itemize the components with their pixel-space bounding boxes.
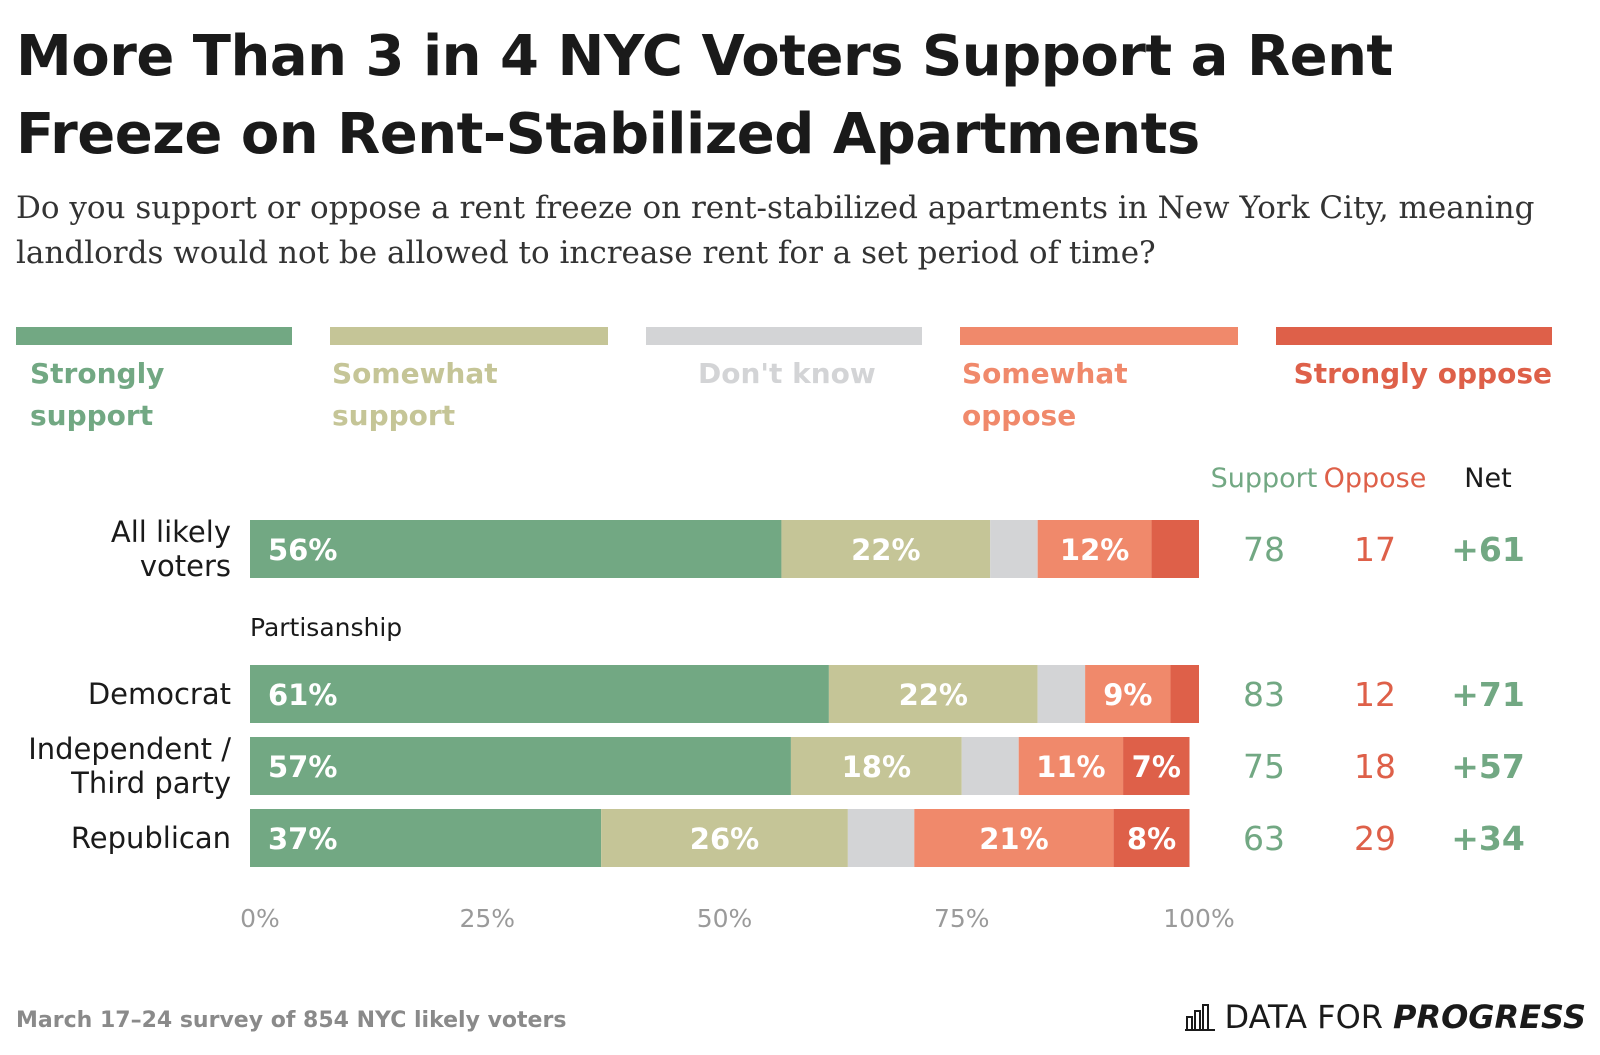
data-label-democrat-somewhat-support: 22% — [899, 678, 968, 712]
legend-swatch-strongly-oppose — [1276, 327, 1552, 345]
row-label-independent-third-party-line-1: Independent / — [28, 732, 231, 766]
bar-democrat-somewhat-support — [828, 665, 1038, 723]
data-label-republican-strongly-support: 37% — [268, 822, 337, 856]
oppose-value-all-likely-voters: 17 — [1354, 530, 1396, 569]
bar-independent-third-party-somewhat-support — [790, 737, 962, 795]
bar-democrat-somewhat-oppose — [1085, 665, 1171, 723]
bar-republican-strongly-oppose — [1113, 809, 1190, 867]
x-tick-3: 75% — [934, 904, 990, 933]
data-label-republican-somewhat-support: 26% — [690, 822, 759, 856]
net-value-all-likely-voters: +61 — [1451, 530, 1525, 569]
stacked-bar-chart: Support Oppose Net Partisanship All likelyvo… — [28, 463, 1525, 933]
bar-independent-third-party-strongly-support — [250, 737, 791, 795]
net-value-independent-third-party: +57 — [1451, 747, 1525, 786]
legend-item-strongly-support: Strongly support — [16, 327, 292, 437]
bar-republican-somewhat-support — [601, 809, 848, 867]
data-label-democrat-strongly-support: 61% — [268, 678, 337, 712]
data-label-republican-strongly-oppose: 8% — [1127, 822, 1176, 856]
chart-subtitle: Do you support or oppose a rent freeze o… — [16, 190, 1535, 271]
x-tick-1: 25% — [459, 904, 515, 933]
row-label-all-likely-voters-line-1: All likely — [111, 515, 231, 549]
survey-note: March 17–24 survey of 854 NYC likely vot… — [16, 1008, 567, 1033]
oppose-value-democrat: 12 — [1354, 675, 1396, 714]
column-header-oppose: Oppose — [1324, 463, 1427, 494]
brand-name-light: DATA FOR — [1224, 998, 1383, 1036]
row-label-all-likely-voters-line-2: voters — [140, 549, 231, 583]
net-value-democrat: +71 — [1451, 675, 1525, 714]
bar-independent-third-party-don-t-know — [961, 737, 1019, 795]
legend-label-strongly-oppose: Strongly oppose — [1293, 357, 1552, 390]
row-label-republican-line-1: Republican — [71, 821, 231, 855]
data-label-independent-third-party-somewhat-oppose: 11% — [1036, 750, 1105, 784]
bar-democrat-strongly-oppose — [1170, 665, 1199, 723]
brand-name-bold: PROGRESS — [1392, 998, 1586, 1036]
legend-item-somewhat-support: Somewhat support — [330, 327, 608, 437]
legend-label-somewhat-oppose: Somewhat oppose — [962, 357, 1128, 432]
group-label-partisanship: Partisanship — [250, 613, 402, 642]
bar-independent-third-party-strongly-oppose — [1123, 737, 1190, 795]
legend-swatch-strongly-support — [16, 327, 292, 345]
column-header-net: Net — [1464, 463, 1511, 494]
bar-republican-don-t-know — [847, 809, 915, 867]
legend-swatch-dont-know — [646, 327, 922, 345]
support-value-republican: 63 — [1243, 819, 1285, 858]
data-label-all-likely-voters-strongly-support: 56% — [268, 533, 337, 567]
bar-all-likely-voters-somewhat-support — [781, 520, 991, 578]
data-label-independent-third-party-somewhat-support: 18% — [842, 750, 911, 784]
row-label-democrat-line-1: Democrat — [88, 677, 231, 711]
legend-label-strongly-support: Strongly support — [30, 357, 165, 432]
bar-democrat-strongly-support — [250, 665, 829, 723]
legend-label-dont-know: Don't know — [698, 357, 876, 390]
data-label-all-likely-voters-somewhat-support: 22% — [851, 533, 920, 567]
bar-all-likely-voters-strongly-oppose — [1151, 520, 1199, 578]
legend-swatch-somewhat-support — [330, 327, 608, 345]
bar-republican-somewhat-oppose — [914, 809, 1114, 867]
bar-all-likely-voters-strongly-support — [250, 520, 782, 578]
data-label-all-likely-voters-somewhat-oppose: 12% — [1060, 533, 1129, 567]
brand-logo: DATA FOR PROGRESS — [1184, 998, 1586, 1036]
x-tick-0: 0% — [240, 904, 280, 933]
legend-item-dont-know: Don't know — [646, 327, 922, 395]
net-value-republican: +34 — [1451, 819, 1525, 858]
bar-democrat-don-t-know — [1037, 665, 1086, 723]
oppose-value-republican: 29 — [1354, 819, 1396, 858]
data-label-republican-somewhat-oppose: 21% — [979, 822, 1048, 856]
data-label-independent-third-party-strongly-oppose: 7% — [1132, 750, 1181, 784]
bar-republican-strongly-support — [250, 809, 602, 867]
bar-chart-logo-icon — [1184, 1004, 1215, 1031]
row-label-independent-third-party-line-2: Third party — [70, 766, 231, 800]
legend-item-somewhat-oppose: Somewhat oppose — [960, 327, 1238, 437]
oppose-value-independent-third-party: 18 — [1354, 747, 1396, 786]
chart-title: More Than 3 in 4 NYC Voters Support a Re… — [16, 24, 1393, 167]
bar-all-likely-voters-don-t-know — [990, 520, 1038, 578]
legend-item-strongly-oppose: Strongly oppose — [1276, 327, 1552, 395]
support-value-democrat: 83 — [1243, 675, 1285, 714]
data-label-independent-third-party-strongly-support: 57% — [268, 750, 337, 784]
legend-label-somewhat-support: Somewhat support — [332, 357, 498, 432]
legend-swatch-somewhat-oppose — [960, 327, 1238, 345]
bar-all-likely-voters-somewhat-oppose — [1037, 520, 1152, 578]
data-label-democrat-somewhat-oppose: 9% — [1103, 678, 1152, 712]
x-tick-4: 100% — [1163, 904, 1234, 933]
x-tick-2: 50% — [697, 904, 753, 933]
support-value-independent-third-party: 75 — [1243, 747, 1285, 786]
support-value-all-likely-voters: 78 — [1243, 530, 1285, 569]
column-header-support: Support — [1211, 463, 1318, 494]
bar-independent-third-party-somewhat-oppose — [1018, 737, 1124, 795]
